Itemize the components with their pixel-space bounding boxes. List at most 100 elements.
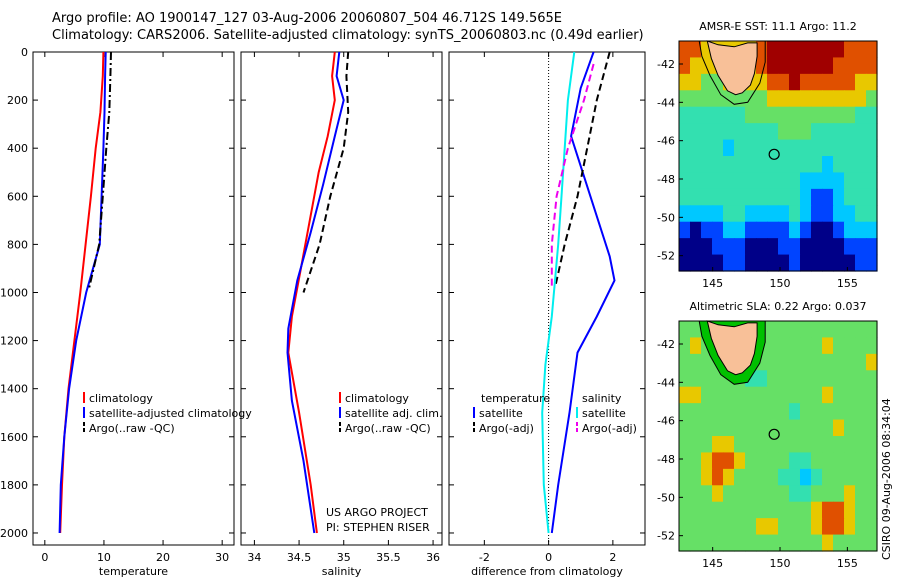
heatmap-cell xyxy=(822,106,834,124)
heatmap-cell xyxy=(822,57,834,75)
map-x-tick-label: 145 xyxy=(702,557,723,570)
heatmap-cell xyxy=(745,485,757,503)
x-axis-label: difference from climatology xyxy=(471,565,623,578)
y-tick-label: 200 xyxy=(7,94,28,107)
heatmap-cell xyxy=(690,321,702,339)
heatmap-cell xyxy=(690,156,702,174)
heatmap-cell xyxy=(822,436,834,454)
heatmap-cell xyxy=(767,386,779,404)
panel-2-frame xyxy=(240,51,443,546)
heatmap-cell xyxy=(756,436,768,454)
heatmap-cell xyxy=(800,386,812,404)
heatmap-cell xyxy=(701,156,713,174)
tasmania-landmass xyxy=(706,320,758,376)
heatmap-cell xyxy=(734,485,746,503)
heatmap-cell xyxy=(778,57,790,75)
heatmap-cell xyxy=(866,73,878,91)
heatmap-cell xyxy=(811,468,823,486)
heatmap-cell xyxy=(800,534,812,552)
heatmap-cell xyxy=(778,485,790,503)
heatmap-cell xyxy=(712,419,724,437)
heatmap-cell xyxy=(701,57,713,75)
heatmap-cell xyxy=(866,534,878,552)
heatmap-cell xyxy=(866,501,878,519)
heatmap-cell xyxy=(800,485,812,503)
heatmap-cell xyxy=(778,403,790,421)
series-line-3-3 xyxy=(541,51,576,534)
heatmap-cell xyxy=(833,321,845,339)
heatmap-cell xyxy=(712,73,724,91)
map-y-tick-label: -52 xyxy=(657,530,675,543)
heatmap-cell xyxy=(844,123,856,141)
heatmap-cell xyxy=(833,337,845,355)
heatmap-cell xyxy=(679,205,691,223)
heatmap-cell xyxy=(679,353,691,371)
heatmap-cell xyxy=(811,188,823,206)
heatmap-cell xyxy=(789,73,801,91)
heatmap-cell xyxy=(745,518,757,536)
heatmap-cell xyxy=(690,73,702,91)
heatmap-cell xyxy=(734,221,746,239)
heatmap-cell xyxy=(712,534,724,552)
heatmap-cell xyxy=(723,106,735,124)
heatmap-cell xyxy=(712,205,724,223)
heatmap-cell xyxy=(690,386,702,404)
heatmap-cell xyxy=(701,485,713,503)
heatmap-cell xyxy=(756,205,768,223)
heatmap-cell xyxy=(745,403,757,421)
map-y-tick-label: -46 xyxy=(657,415,675,428)
heatmap-cell xyxy=(855,41,867,59)
heatmap-cell xyxy=(822,90,834,108)
map-x-tick-label: 145 xyxy=(702,277,723,290)
heatmap-cell xyxy=(789,90,801,108)
heatmap-cell xyxy=(712,156,724,174)
heatmap-cell xyxy=(690,41,702,59)
heatmap-cell xyxy=(767,353,779,371)
heatmap-cell xyxy=(745,501,757,519)
series-line-3-2 xyxy=(554,51,611,288)
figure-title-line2: Climatology: CARS2006. Satellite-adjuste… xyxy=(52,28,644,43)
heatmap-cell xyxy=(778,139,790,157)
heatmap-cell xyxy=(866,353,878,371)
heatmap-cell xyxy=(855,353,867,371)
heatmap-cell xyxy=(811,419,823,437)
heatmap-cell xyxy=(855,403,867,421)
legend-sal-2-label: satellite adj. clim. xyxy=(345,407,442,420)
heatmap-cell xyxy=(778,534,790,552)
heatmap-cell xyxy=(712,403,724,421)
heatmap-cell xyxy=(734,254,746,272)
heatmap-cell xyxy=(778,238,790,256)
heatmap-cell xyxy=(745,436,757,454)
heatmap-cell xyxy=(723,139,735,157)
heatmap-cell xyxy=(690,337,702,355)
heatmap-cell xyxy=(690,501,702,519)
heatmap-cell xyxy=(778,321,790,339)
series-line-3-4 xyxy=(550,63,595,288)
heatmap-cell xyxy=(833,57,845,75)
heatmap-cell xyxy=(789,321,801,339)
heatmap-cell xyxy=(767,370,779,388)
map-y-tick-label: -52 xyxy=(657,250,675,263)
heatmap-cell xyxy=(690,370,702,388)
heatmap-cell xyxy=(822,485,834,503)
series-line-1-3 xyxy=(88,51,112,288)
heatmap-cell xyxy=(800,403,812,421)
heatmap-cell xyxy=(855,534,867,552)
heatmap-cell xyxy=(789,419,801,437)
heatmap-cell xyxy=(723,123,735,141)
heatmap-cell xyxy=(756,172,768,190)
heatmap-cell xyxy=(855,139,867,157)
heatmap-cell xyxy=(866,436,878,454)
heatmap-cell xyxy=(822,468,834,486)
heatmap-cell xyxy=(701,419,713,437)
heatmap-cell xyxy=(855,238,867,256)
heatmap-cell xyxy=(712,221,724,239)
heatmap-cell xyxy=(800,106,812,124)
heatmap-cell xyxy=(690,188,702,206)
heatmap-cell xyxy=(855,254,867,272)
heatmap-cell xyxy=(701,123,713,141)
heatmap-cell xyxy=(679,106,691,124)
heatmap-cell xyxy=(767,188,779,206)
legend-sal-1-label: climatology xyxy=(345,392,409,405)
heatmap-cell xyxy=(778,501,790,519)
